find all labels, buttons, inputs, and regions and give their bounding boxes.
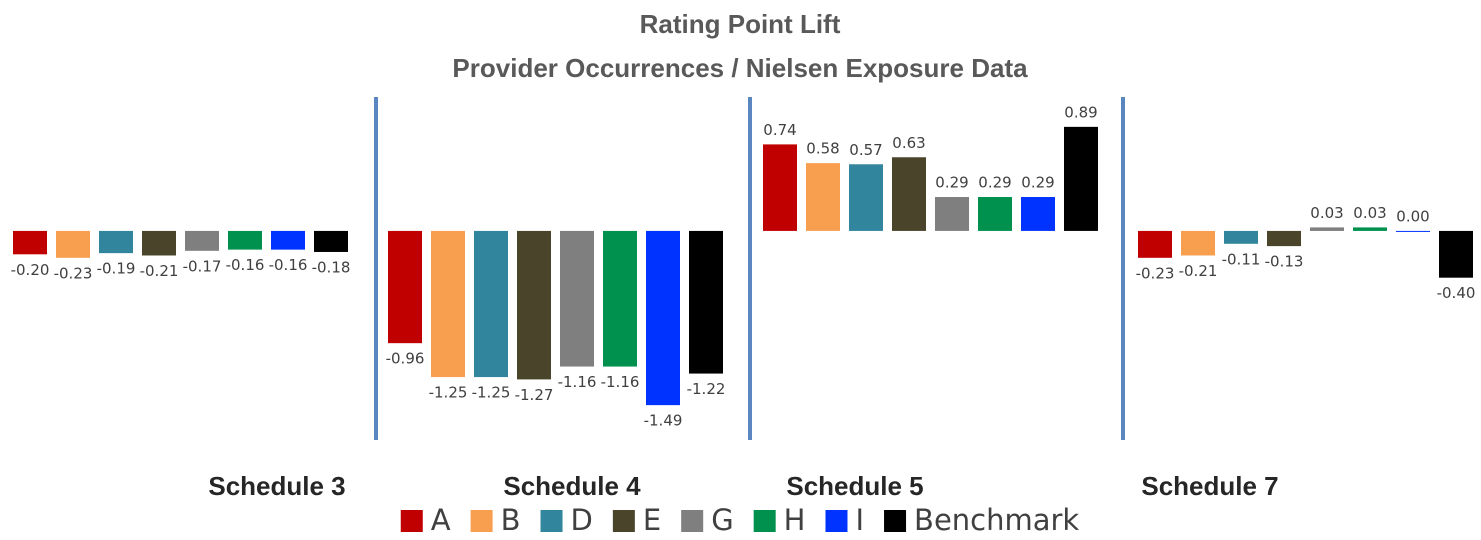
bar: [763, 144, 797, 231]
bar: [806, 163, 840, 231]
value-label: -0.18: [312, 258, 351, 276]
bar: [388, 230, 422, 344]
legend-swatch: [612, 510, 635, 532]
bar: [892, 157, 926, 231]
legend-swatch: [681, 510, 704, 532]
bar: [1064, 126, 1098, 231]
bar: [517, 230, 551, 380]
bar: [185, 230, 219, 251]
value-label: -1.16: [558, 373, 597, 391]
value-label: 0.03: [1310, 204, 1343, 222]
value-label: -0.21: [140, 262, 179, 280]
value-label: 0.63: [892, 134, 925, 152]
value-label: -0.96: [386, 350, 425, 368]
legend-label: A: [431, 503, 451, 537]
bar: [1224, 230, 1258, 244]
legend-swatch: [884, 510, 907, 532]
bar: [689, 230, 723, 374]
value-label: -1.22: [687, 380, 726, 398]
value-label: 0.29: [1021, 174, 1054, 192]
value-label: -0.17: [183, 257, 222, 275]
bar: [13, 230, 47, 255]
category-label: Schedule 3: [208, 471, 345, 501]
value-label: 0.00: [1396, 207, 1429, 225]
legend-label: D: [571, 503, 593, 537]
value-label: 0.03: [1353, 204, 1386, 222]
value-label: -0.40: [1437, 284, 1476, 302]
legend-swatch: [825, 510, 848, 532]
bar: [99, 230, 133, 254]
value-label: -0.19: [97, 260, 136, 278]
value-label: -0.20: [11, 261, 50, 279]
bar: [314, 230, 348, 252]
legend-swatch: [540, 510, 563, 532]
value-label: -0.13: [1265, 253, 1304, 271]
value-label: -0.23: [1136, 264, 1175, 282]
bar: [142, 230, 176, 256]
legend-label: G: [711, 503, 733, 537]
chart-title: Rating Point Lift: [640, 9, 841, 39]
legend-label: H: [784, 503, 806, 537]
value-label: -1.25: [429, 384, 468, 402]
value-label: -0.11: [1222, 250, 1261, 268]
value-label: 0.57: [849, 141, 882, 159]
category-label: Schedule 4: [503, 471, 641, 501]
value-label: 0.29: [935, 174, 968, 192]
bar: [1353, 227, 1387, 231]
value-label: -1.49: [644, 412, 683, 430]
category-label: Schedule 7: [1141, 471, 1278, 501]
legend-swatch: [753, 510, 776, 532]
bar: [1267, 230, 1301, 247]
bar: [228, 230, 262, 250]
bar: [849, 164, 883, 231]
bar: [56, 230, 90, 258]
value-label: 0.29: [978, 174, 1011, 192]
bar: [1021, 197, 1055, 231]
value-label: -1.25: [472, 384, 511, 402]
bar: [431, 230, 465, 378]
legend-swatch: [400, 510, 423, 532]
value-label: 0.89: [1064, 103, 1097, 121]
bar: [1439, 230, 1473, 278]
chart-subtitle: Provider Occurrences / Nielsen Exposure …: [452, 53, 1028, 83]
bar: [646, 230, 680, 406]
bar: [1138, 230, 1172, 258]
value-label: -1.16: [601, 373, 640, 391]
value-label: -1.27: [515, 386, 554, 404]
legend-label: I: [855, 503, 864, 537]
value-label: 0.58: [806, 140, 839, 158]
legend-label: B: [501, 503, 521, 537]
bar: [1396, 230, 1430, 232]
bar: [603, 230, 637, 367]
bar: [1310, 227, 1344, 231]
bar: [474, 230, 508, 378]
value-label: -0.21: [1179, 262, 1218, 280]
value-label: -0.23: [54, 264, 93, 282]
bar: [1181, 230, 1215, 256]
bar: [271, 230, 305, 250]
category-label: Schedule 5: [786, 471, 923, 501]
value-label: -0.16: [226, 256, 265, 274]
bar: [935, 197, 969, 231]
value-label: -0.16: [269, 256, 308, 274]
bar: [560, 230, 594, 367]
legend-label: Benchmark: [914, 503, 1079, 537]
bar: [978, 197, 1012, 231]
legend-label: E: [643, 503, 661, 537]
legend-swatch: [470, 510, 493, 532]
value-label: 0.74: [763, 121, 796, 139]
